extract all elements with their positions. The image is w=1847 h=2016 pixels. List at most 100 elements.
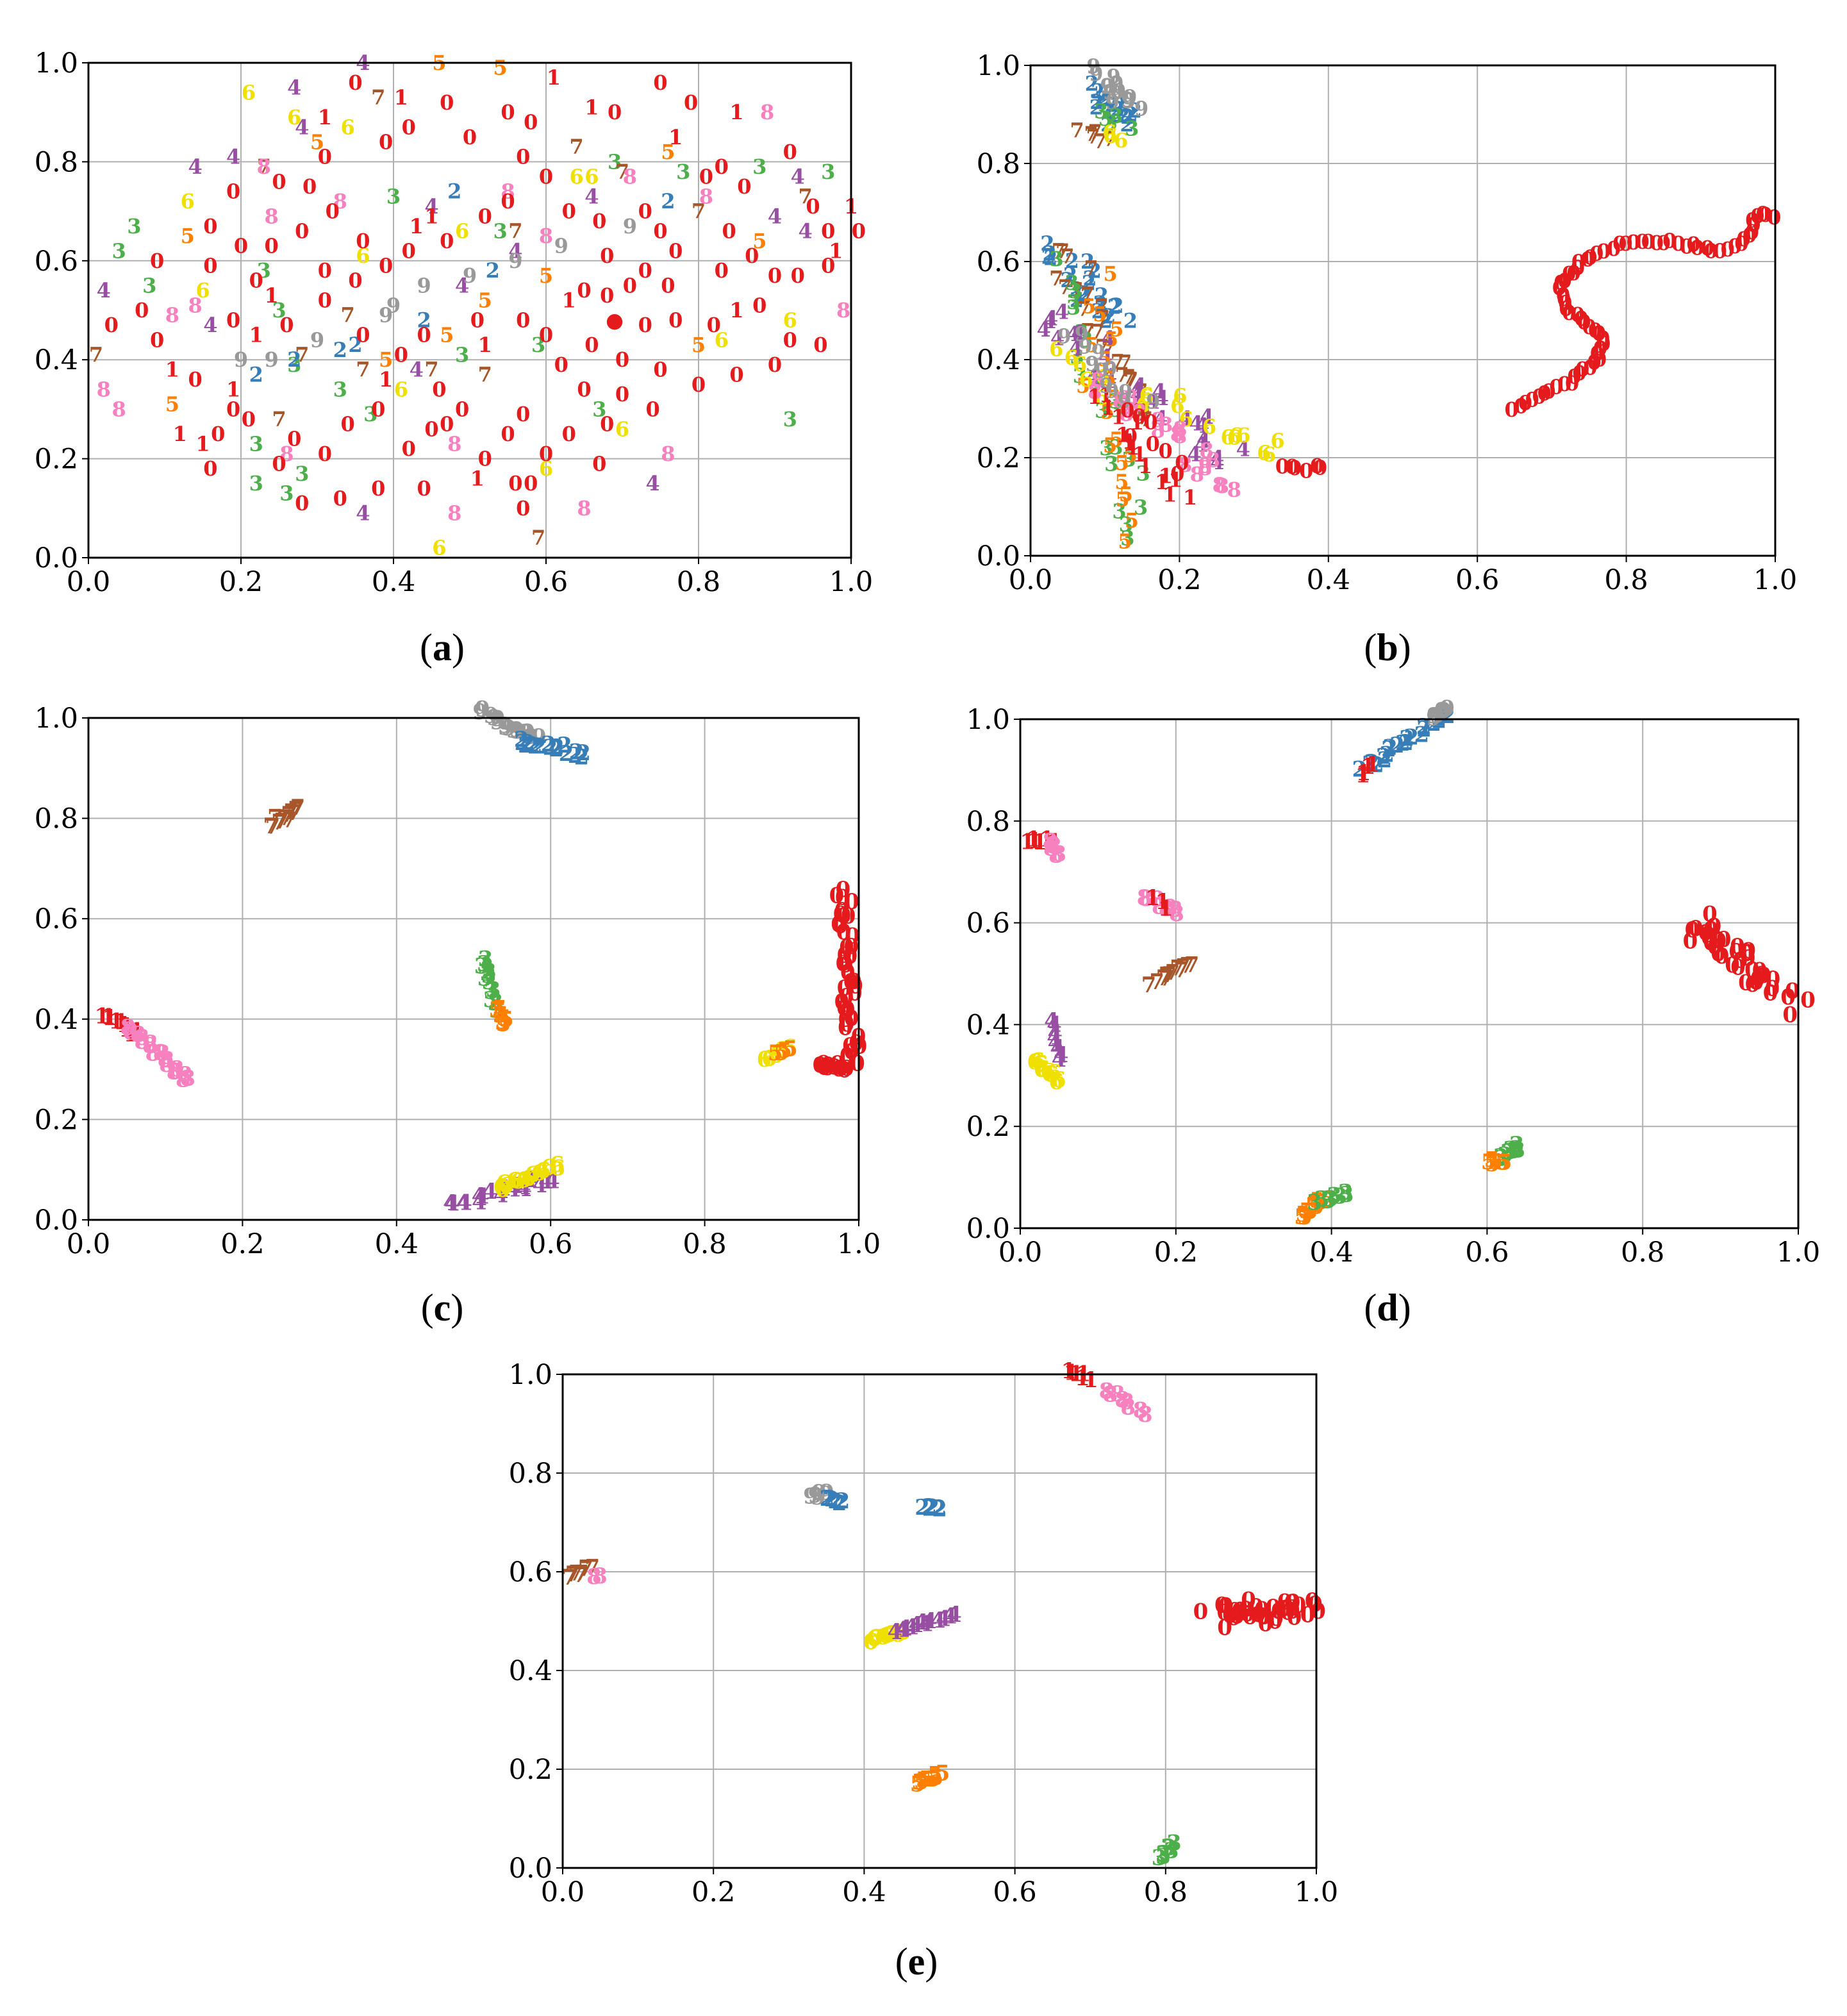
data-point-digit-1: 1 [1083,1367,1098,1393]
data-point-digit-0: 0 [417,323,431,347]
data-point-digit-1: 1 [264,283,278,308]
data-point-digit-6: 6 [242,80,256,104]
data-point-digit-6: 6 [1229,423,1243,447]
data-point-digit-9: 9 [1099,374,1113,398]
data-point-digit-0: 0 [1716,927,1732,953]
data-point-digit-8: 8 [661,442,675,466]
data-point-digit-0: 0 [783,140,797,164]
data-point-digit-0: 0 [1229,1604,1245,1629]
data-point-digit-5: 5 [488,997,504,1022]
data-point-digit-4: 4 [1047,1012,1062,1037]
data-point-digit-6: 6 [340,115,354,139]
data-point-digit-0: 0 [844,1039,859,1065]
data-point-digit-3: 3 [1099,436,1113,460]
data-point-digit-0: 0 [440,229,454,253]
data-point-digit-9: 9 [1112,79,1126,103]
data-point-digit-3: 3 [478,946,493,972]
data-point-digit-9: 9 [1075,322,1089,346]
data-point-digit-6: 6 [881,1622,897,1648]
data-point-digit-2: 2 [1041,244,1055,269]
data-point-digit-8: 8 [154,1041,170,1067]
data-point-digit-0: 0 [1549,374,1563,399]
data-point-digit-2: 2 [1102,304,1116,328]
data-point-digit-1: 1 [108,1008,124,1034]
data-point-digit-6: 6 [757,1047,772,1072]
data-point-digit-5: 5 [1103,433,1117,458]
data-point-digit-1: 1 [1163,483,1177,507]
data-point-digit-3: 3 [1066,296,1081,320]
data-point-digit-8: 8 [131,1022,146,1047]
data-point-digit-5: 5 [1309,1194,1324,1220]
data-point-digit-0: 0 [836,877,851,903]
data-point-digit-2: 2 [1116,103,1130,127]
data-point-digit-0: 0 [1285,1599,1300,1624]
data-point-digit-0: 0 [1558,291,1572,315]
data-point-digit-8: 8 [1051,842,1066,867]
data-point-digit-8: 8 [178,1062,193,1088]
data-point-digit-dot: ● [606,308,624,332]
x-tick-label: 0.8 [1144,1876,1188,1908]
data-point-digit-0: 0 [1750,966,1766,992]
data-point-digit-6: 6 [1170,394,1184,418]
data-point-digit-4: 4 [1187,442,1201,467]
data-point-digit-0: 0 [1541,379,1555,404]
data-point-digit-3: 3 [1136,461,1150,485]
data-point-digit-0: 0 [348,71,362,95]
data-point-digit-4: 4 [474,1184,490,1210]
data-point-digit-8: 8 [159,1047,174,1072]
y-tick-label: 0.0 [509,1853,552,1885]
x-tick-label: 0.4 [375,1228,418,1260]
data-point-digit-8: 8 [1119,401,1133,426]
data-point-digit-2: 2 [1097,87,1111,112]
x-tick-label: 0.0 [1009,564,1052,596]
plot-frame [1029,64,1777,557]
data-point-digit-2: 2 [568,743,583,769]
data-point-digit-3: 3 [333,378,347,402]
data-point-digit-7: 7 [565,1562,581,1587]
x-tick-label: 0.0 [541,1876,584,1908]
data-point-digit-6: 6 [895,1620,911,1645]
data-point-digit-0: 0 [835,885,850,910]
data-point-digit-0: 0 [1277,1590,1293,1615]
data-point-digit-1: 1 [1183,485,1197,510]
data-point-digit-7: 7 [263,813,278,839]
data-point-digit-9: 9 [819,1480,834,1506]
data-point-digit-2: 2 [1100,99,1114,124]
data-point-digit-9: 9 [1123,85,1137,110]
data-point-digit-0: 0 [1707,913,1722,939]
data-point-digit-0: 0 [830,1051,845,1077]
data-point-digit-8: 8 [1091,368,1105,392]
data-point-digit-6: 6 [1079,367,1093,392]
data-point-digit-3: 3 [1164,1838,1179,1863]
data-point-digit-8: 8 [153,1040,169,1066]
data-point-digit-3: 3 [1068,279,1082,303]
data-point-digit-2: 2 [1113,92,1127,117]
data-point-digit-8: 8 [586,1564,602,1590]
data-point-digit-0: 0 [356,229,370,253]
data-point-digit-4: 4 [1044,1008,1059,1034]
data-point-digit-6: 6 [1027,1049,1042,1075]
data-point-digit-0: 0 [1146,432,1160,456]
data-point-digit-5: 5 [1104,327,1118,351]
data-point-digit-0: 0 [516,145,530,169]
data-point-digit-4: 4 [1054,1042,1069,1068]
data-point-digit-5: 5 [911,1769,927,1795]
data-point-digit-0: 0 [1596,326,1610,351]
data-point-digit-5: 5 [492,996,508,1022]
data-point-digit-0: 0 [295,219,309,244]
data-point-digit-6: 6 [584,165,599,189]
data-point-digit-4: 4 [203,313,217,337]
data-point-digit-0: 0 [508,471,522,496]
data-point-digit-0: 0 [1685,917,1700,943]
data-point-digit-2: 2 [348,333,362,357]
x-tick-label: 0.0 [67,1228,110,1260]
data-point-digit-4: 4 [226,145,240,169]
data-point-digit-1: 1 [1111,405,1125,429]
data-point-digit-7: 7 [508,219,522,244]
data-point-digit-0: 0 [562,422,576,446]
y-tick-label: 0.2 [966,1111,1010,1143]
data-point-digit-7: 7 [1123,367,1137,392]
